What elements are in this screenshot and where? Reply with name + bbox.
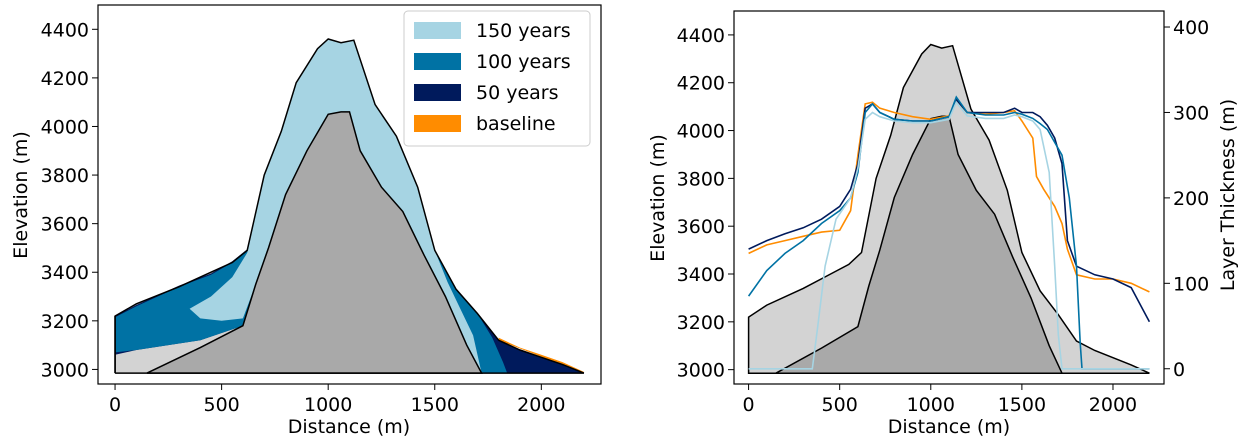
thickness-line-2 xyxy=(747,95,1150,370)
y-tick-label: 3400 xyxy=(41,262,89,284)
right-thickness-lines xyxy=(747,95,1151,370)
y-tick-label: 3200 xyxy=(677,312,725,334)
legend: 150 years 100 years 50 years baseline xyxy=(403,10,591,147)
x-tick-label: 0 xyxy=(109,394,121,416)
y-tick-label: 3800 xyxy=(677,168,725,190)
legend-label: 50 years xyxy=(476,82,559,104)
y-tick-label: 4400 xyxy=(677,25,725,47)
legend-swatch xyxy=(414,84,461,101)
left-plot-frame xyxy=(97,4,602,385)
y-tick-label: 3000 xyxy=(677,360,725,382)
x-tick-label: 500 xyxy=(822,394,858,416)
y-tick-label: 4200 xyxy=(41,68,89,90)
legend-label: 100 years xyxy=(476,51,571,73)
legend-box xyxy=(403,10,591,147)
right-y2-axis-label: Layer Thickness (m) xyxy=(1217,99,1239,291)
right-x-axis-label: Distance (m) xyxy=(888,416,1010,438)
x-tick-label: 1500 xyxy=(998,394,1046,416)
legend-swatch xyxy=(414,115,461,132)
y-tick-label: 3000 xyxy=(41,359,89,381)
y-tick-label: 3600 xyxy=(41,214,89,236)
y2-tick-label: 100 xyxy=(1173,273,1209,295)
x-tick-label: 0 xyxy=(743,394,755,416)
y2-tick-label: 0 xyxy=(1173,359,1185,381)
right-y-axis-label: Elevation (m) xyxy=(647,134,669,262)
y-tick-label: 3600 xyxy=(677,216,725,238)
x-tick-label: 1000 xyxy=(907,394,955,416)
y-tick-label: 4400 xyxy=(41,19,89,41)
x-tick-label: 2000 xyxy=(1089,394,1137,416)
right-x-ticks: 0 500 1000 1500 2000 xyxy=(743,384,1137,416)
y-tick-label: 4000 xyxy=(41,116,89,138)
left-x-axis-label: Distance (m) xyxy=(288,416,410,438)
surface-outline xyxy=(114,38,585,374)
series-fill-100-years xyxy=(115,39,508,374)
y2-tick-label: 400 xyxy=(1173,17,1209,39)
y-tick-label: 4200 xyxy=(677,73,725,95)
bedrock-fill xyxy=(146,111,483,374)
y-tick-label: 3200 xyxy=(41,311,89,333)
y-tick-label: 3400 xyxy=(677,264,725,286)
legend-label: 150 years xyxy=(476,20,571,42)
right-chart: 0 500 1000 1500 2000 30003200340036003800400… xyxy=(647,10,1239,438)
y-tick-label: 4000 xyxy=(677,121,725,143)
x-tick-label: 2000 xyxy=(517,394,565,416)
series-fill-150-years xyxy=(189,39,482,374)
x-tick-label: 1500 xyxy=(411,394,459,416)
x-tick-label: 500 xyxy=(203,394,239,416)
y-tick-label: 3800 xyxy=(41,165,89,187)
left-x-ticks: 0 500 1000 1500 2000 xyxy=(109,384,566,416)
right-profile-fills xyxy=(747,43,1150,374)
right-y-ticks: 3000 3200 3400 3600 3800 4000 4200 4400 xyxy=(677,25,734,382)
right-secondary-y-ticks: 0 100 200 300 400 xyxy=(1164,17,1209,381)
legend-swatch xyxy=(414,53,461,70)
legend-swatch xyxy=(414,22,461,39)
legend-entries: 150 years 100 years 50 years baseline xyxy=(414,20,571,135)
left-bedrock xyxy=(114,111,584,374)
left-y-ticks: 3000 3200 3400 3600 3800 4000 4200 4400 xyxy=(41,19,98,381)
x-tick-label: 1000 xyxy=(304,394,352,416)
y2-tick-label: 300 xyxy=(1173,102,1209,124)
legend-label: baseline xyxy=(476,113,556,135)
left-y-axis-label: Elevation (m) xyxy=(10,131,32,259)
left-chart: 0 500 1000 1500 2000 3000 3200 3400 3600 3800 400… xyxy=(10,4,602,438)
thickness-line-3 xyxy=(748,100,1150,370)
y2-tick-label: 200 xyxy=(1173,188,1209,210)
